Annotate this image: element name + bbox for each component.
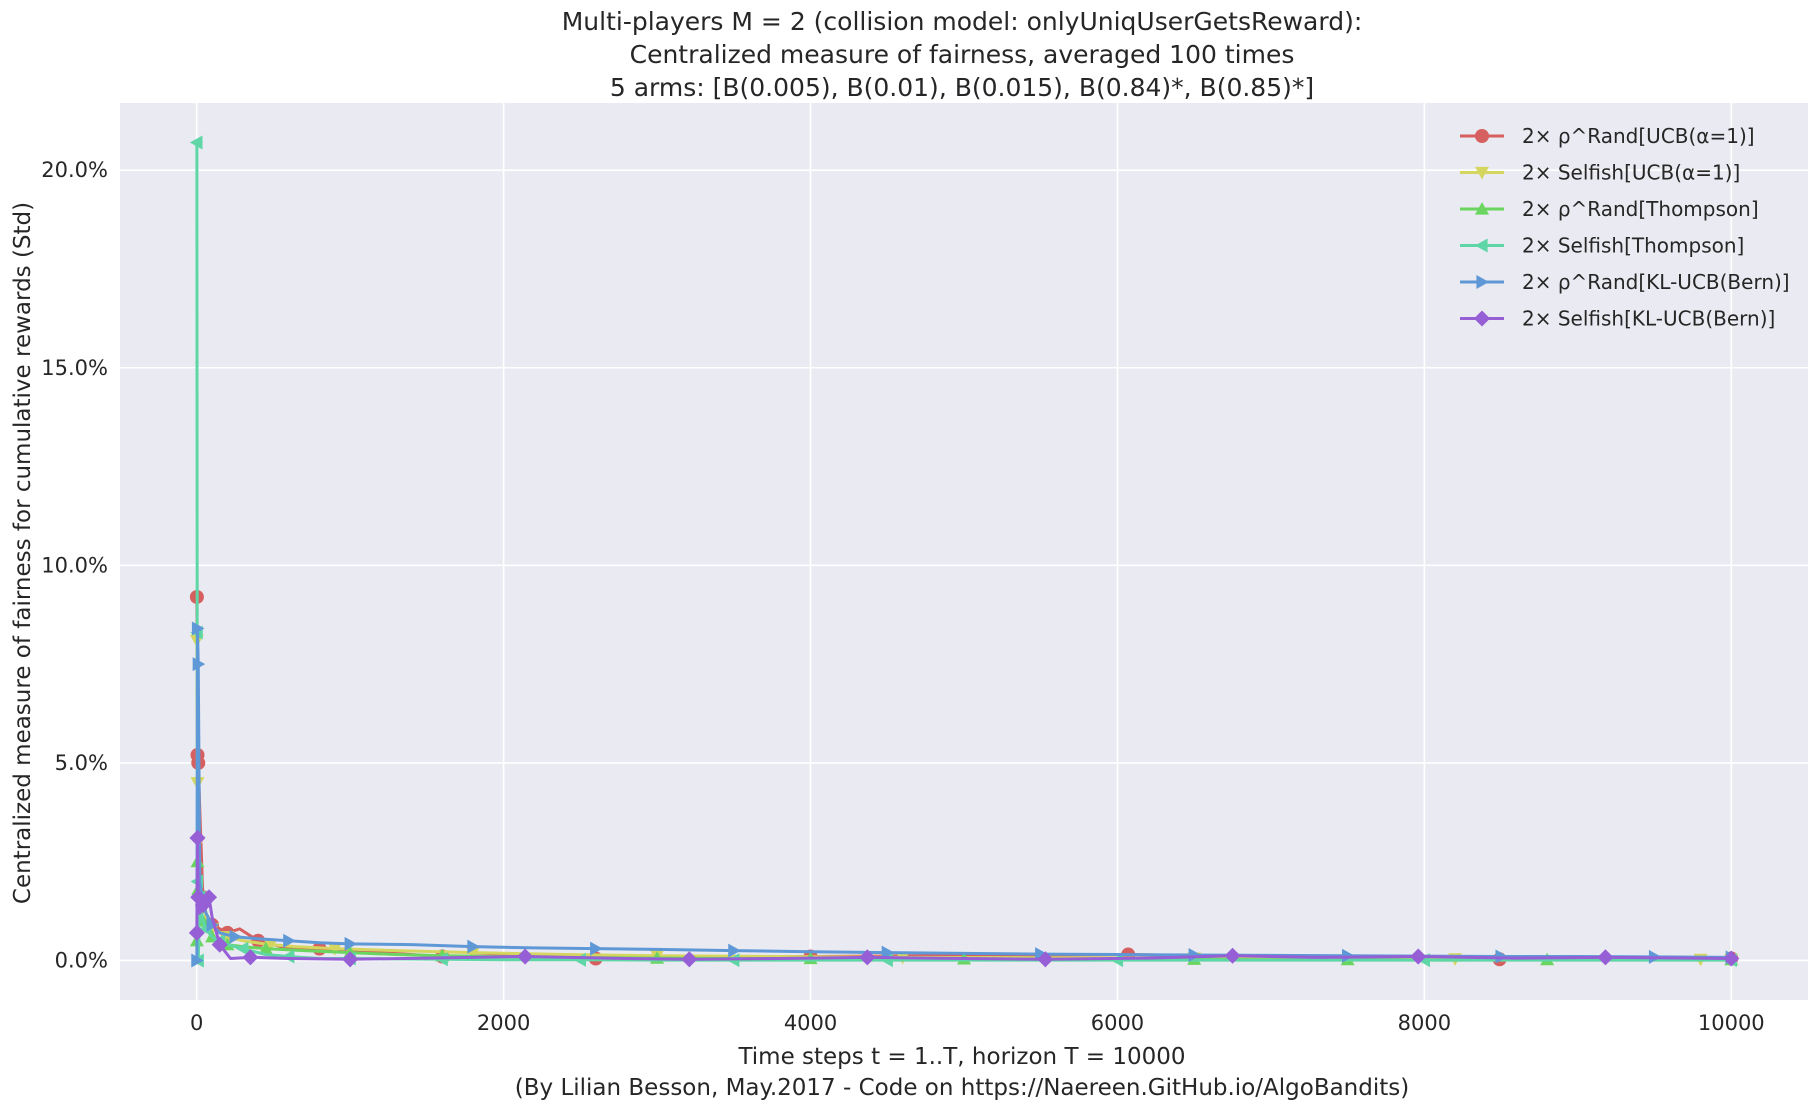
legend-item: 2× Selfish[UCB(α=1)]: [1460, 161, 1740, 185]
y-tick-label: 20.0%: [41, 158, 108, 182]
x-tick-label: 10000: [1698, 1011, 1765, 1035]
marker-diamond: [1037, 951, 1054, 968]
marker-diamond: [1224, 947, 1241, 964]
marker-triangle-up: [1475, 202, 1489, 215]
marker-triangle-right: [1476, 275, 1489, 289]
marker-triangle-right: [192, 657, 206, 672]
marker-triangle-right: [728, 943, 741, 958]
y-axis-label: Centralized measure of fairness for cumu…: [10, 202, 36, 904]
x-tick-label: 6000: [1091, 1011, 1144, 1035]
marker-triangle-right: [191, 621, 205, 636]
marker-triangle-left: [189, 135, 203, 150]
legend-item: 2× ρ^Rand[UCB(α=1)]: [1460, 124, 1755, 148]
marker-diamond: [188, 924, 205, 941]
marker-diamond: [1473, 310, 1491, 327]
marker-circle: [1475, 129, 1489, 143]
marker-triangle-right: [590, 941, 603, 956]
y-axis-ticks: 0.0% 5.0% 10.0% 15.0% 20.0%: [41, 158, 108, 972]
marker-triangle-right: [283, 933, 296, 948]
marker-triangle-down: [327, 943, 342, 956]
x-axis-ticks: 0 2000 4000 6000 8000 10000: [190, 1011, 1765, 1035]
legend-item: 2× Selfish[KL-UCB(Bern)]: [1460, 307, 1775, 331]
marker-diamond: [1597, 949, 1614, 966]
marker-triangle-right: [1035, 947, 1048, 962]
x-tick-label: 8000: [1398, 1011, 1451, 1035]
legend: 2× ρ^Rand[UCB(α=1)] 2× Selfish[UCB(α=1)] 2…: [1460, 124, 1790, 331]
y-tick-label: 15.0%: [41, 356, 108, 380]
marker-diamond: [211, 936, 228, 953]
legend-label: 2× Selfish[Thompson]: [1522, 234, 1744, 258]
marker-diamond: [200, 889, 218, 906]
marker-triangle-down: [1475, 166, 1489, 180]
title-line-2: Centralized measure of fairness, average…: [630, 40, 1295, 69]
marker-diamond: [1723, 950, 1740, 967]
legend-label: 2× ρ^Rand[KL-UCB(Bern)]: [1522, 270, 1790, 294]
marker-triangle-left: [1110, 953, 1124, 968]
marker-triangle-right: [467, 939, 480, 954]
marker-diamond: [189, 829, 206, 847]
series-6: [188, 829, 1740, 968]
legend-item: 2× ρ^Rand[Thompson]: [1460, 197, 1759, 221]
marker-triangle-left: [1475, 238, 1488, 253]
y-tick-label: 10.0%: [41, 553, 108, 577]
marker-triangle-right: [229, 929, 243, 944]
series-layer: [188, 135, 1740, 968]
legend-label: 2× Selfish[UCB(α=1)]: [1522, 161, 1740, 185]
marker-diamond: [342, 951, 359, 968]
x-tick-label: 0: [190, 1011, 203, 1035]
marker-triangle-up: [258, 941, 273, 955]
title-line-3: 5 arms: [B(0.005), B(0.01), B(0.015), B(…: [610, 73, 1314, 102]
legend-label: 2× Selfish[KL-UCB(Bern)]: [1522, 307, 1775, 331]
legend-label: 2× ρ^Rand[UCB(α=1)]: [1522, 124, 1755, 148]
marker-triangle-right: [344, 936, 358, 951]
marker-diamond: [681, 951, 698, 968]
legend-label: 2× ρ^Rand[Thompson]: [1522, 197, 1759, 221]
marker-diamond: [194, 897, 211, 914]
marker-triangle-right: [1188, 947, 1202, 962]
marker-triangle-left: [235, 941, 249, 956]
marker-diamond: [859, 949, 876, 966]
x-tick-label: 4000: [784, 1011, 837, 1035]
marker-triangle-right: [191, 953, 204, 968]
legend-item: 2× Selfish[Thompson]: [1460, 234, 1744, 258]
marker-triangle-down: [263, 939, 278, 952]
marker-diamond: [517, 948, 534, 965]
plot-background: [120, 103, 1808, 1000]
x-axis-label: Time steps t = 1..T, horizon T = 10000: [737, 1044, 1185, 1070]
y-tick-label: 5.0%: [55, 751, 108, 775]
marker-diamond: [1410, 948, 1427, 965]
marker-diamond: [242, 949, 259, 966]
series-line: [195, 627, 1732, 961]
y-tick-label: 0.0%: [55, 948, 108, 972]
caption: (By Lilian Besson, May.2017 - Code on ht…: [515, 1075, 1409, 1101]
legend-item: 2× ρ^Rand[KL-UCB(Bern)]: [1460, 270, 1790, 294]
x-tick-label: 2000: [477, 1011, 530, 1035]
title-line-1: Multi-players M = 2 (collision model: on…: [562, 7, 1363, 36]
chart-title: Multi-players M = 2 (collision model: on…: [562, 7, 1363, 102]
